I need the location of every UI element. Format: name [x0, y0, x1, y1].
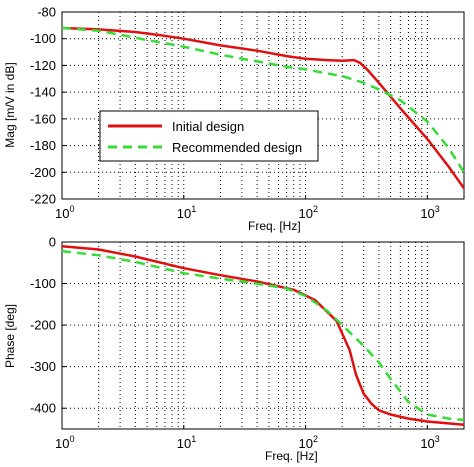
y-tick-label: -100: [30, 31, 56, 46]
series-line-recommended-design: [61, 249, 465, 422]
legend-label-initial-design: Initial design: [172, 119, 244, 134]
x-tick-label: 102: [299, 204, 318, 221]
legend: Initial design Recommended design: [99, 110, 319, 162]
magnitude-plot: 100 101 102 103 -220 -200 -180 -160 -140 -120 -10…: [3, 5, 466, 233]
y-tick-label: -200: [30, 318, 56, 333]
magnitude-x-axis-label: Freq. [Hz]: [248, 219, 301, 233]
x-tick-label: 103: [420, 434, 439, 451]
y-tick-label: -80: [37, 5, 56, 20]
series-line-initial-design: [61, 244, 465, 427]
series-line-recommended-design: [61, 26, 466, 173]
y-tick-label: 0: [49, 235, 56, 250]
phase-x-axis-label: Freq. [Hz]: [265, 449, 318, 463]
x-tick-label: 103: [420, 204, 439, 221]
y-tick-label: -300: [30, 359, 56, 374]
x-tick-label: 101: [177, 434, 196, 451]
y-tick-label: -180: [30, 138, 56, 153]
y-tick-label: -140: [30, 85, 56, 100]
magnitude-plot-frame: [61, 11, 465, 200]
magnitude-series: [61, 26, 466, 190]
y-tick-label: -100: [30, 276, 56, 291]
x-tick-label: 100: [55, 434, 74, 451]
y-tick-label: -400: [30, 401, 56, 416]
x-tick-label: 101: [177, 204, 196, 221]
magnitude-y-axis-label: Mag [m/V in dB]: [3, 62, 17, 147]
phase-plot-frame: [61, 241, 465, 430]
phase-series: [61, 244, 465, 427]
legend-label-recommended-design: Recommended design: [172, 140, 302, 155]
y-tick-label: -120: [30, 58, 56, 73]
phase-y-tick-labels: -400 -300 -200 -100 0: [30, 235, 66, 416]
y-tick-label: -200: [30, 165, 56, 180]
legend-box: [99, 110, 319, 162]
phase-y-axis-label: Phase [deg]: [3, 304, 17, 368]
y-tick-label: -220: [30, 192, 56, 207]
magnitude-y-tick-labels: -220 -200 -180 -160 -140 -120 -100 -80: [30, 5, 66, 207]
series-line-initial-design: [61, 26, 466, 190]
y-tick-label: -160: [30, 111, 56, 126]
x-tick-label: 100: [55, 204, 74, 221]
